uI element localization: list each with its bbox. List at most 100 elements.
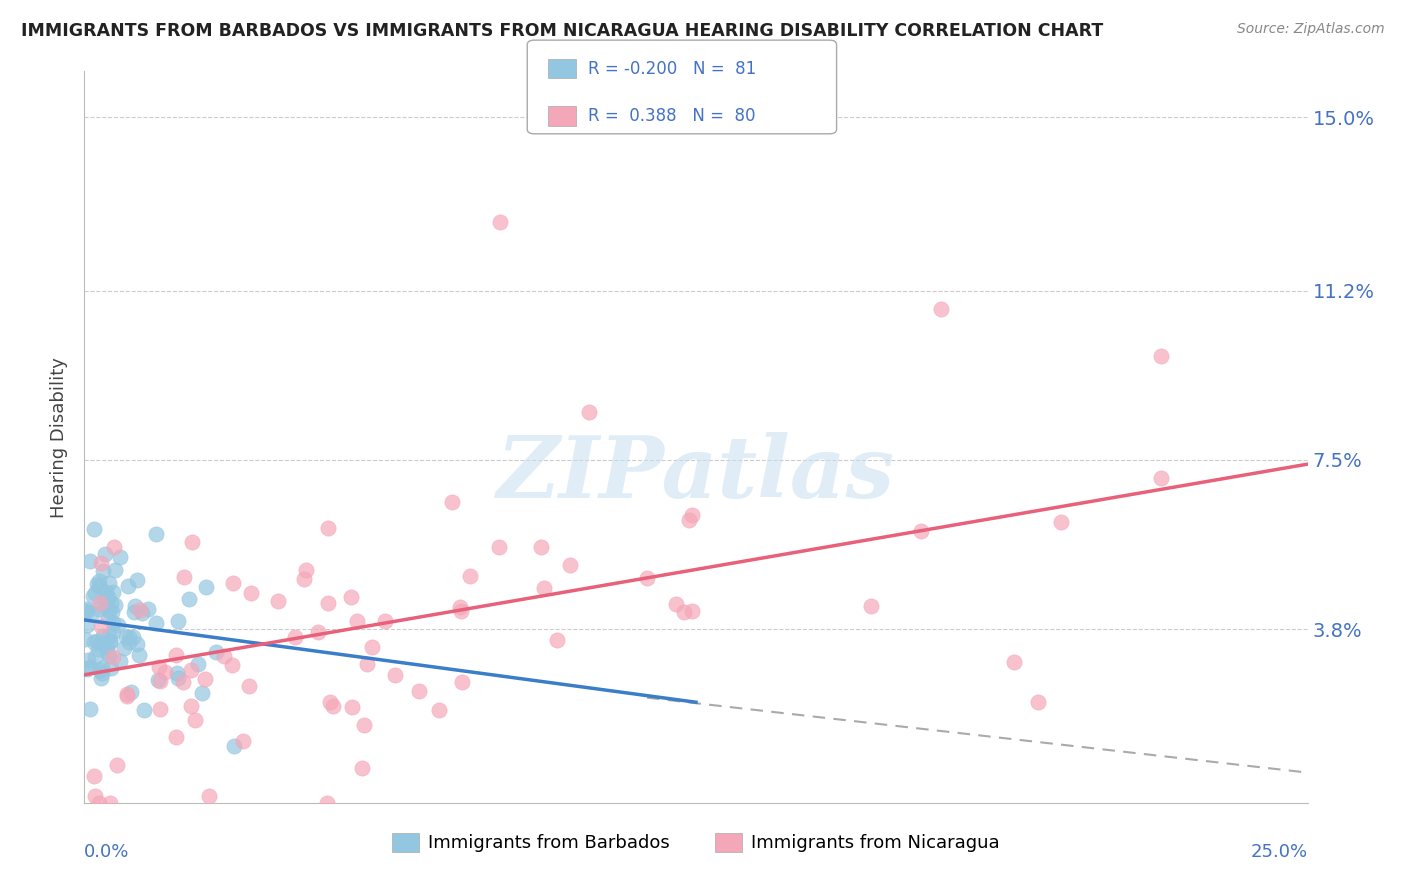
Point xyxy=(322,698,344,713)
Point xyxy=(665,597,688,611)
Point xyxy=(100,661,122,675)
Legend: Immigrants from Barbados, Immigrants from Nicaragua: Immigrants from Barbados, Immigrants fro… xyxy=(385,826,1007,860)
Point xyxy=(546,632,568,647)
Point xyxy=(145,616,167,631)
Point xyxy=(83,634,105,648)
Point xyxy=(90,556,112,570)
Point xyxy=(374,615,396,629)
Point xyxy=(165,730,187,744)
Point xyxy=(96,592,118,607)
Point xyxy=(167,671,190,685)
Point xyxy=(83,586,105,600)
Point xyxy=(94,585,117,599)
Point xyxy=(89,663,111,677)
Point xyxy=(558,558,581,573)
Point xyxy=(90,671,112,685)
Point xyxy=(489,215,512,229)
Point xyxy=(179,591,201,606)
Point xyxy=(681,604,703,618)
Point xyxy=(86,634,108,648)
Text: Source: ZipAtlas.com: Source: ZipAtlas.com xyxy=(1237,22,1385,37)
Point xyxy=(76,617,98,632)
Point xyxy=(107,617,129,632)
Point xyxy=(76,662,98,676)
Point xyxy=(458,569,481,583)
Point xyxy=(315,796,337,810)
Point xyxy=(110,549,132,564)
Point xyxy=(127,573,149,587)
Point xyxy=(118,635,141,649)
Point xyxy=(929,302,952,317)
Point xyxy=(427,703,450,717)
Point xyxy=(222,739,245,754)
Point xyxy=(97,646,120,660)
Point xyxy=(94,547,117,561)
Point xyxy=(222,576,245,591)
Text: 25.0%: 25.0% xyxy=(1250,843,1308,861)
Point xyxy=(180,535,202,549)
Point xyxy=(98,634,121,648)
Point xyxy=(353,718,375,732)
Point xyxy=(87,796,110,810)
Point xyxy=(90,635,112,649)
Point xyxy=(79,701,101,715)
Point xyxy=(180,698,202,713)
Point xyxy=(98,629,121,643)
Point xyxy=(97,590,120,604)
Point xyxy=(91,661,114,675)
Point xyxy=(166,666,188,681)
Point xyxy=(267,594,290,608)
Point xyxy=(90,619,112,633)
Text: 0.0%: 0.0% xyxy=(84,843,129,861)
Point xyxy=(127,637,149,651)
Point xyxy=(91,564,114,578)
Point xyxy=(173,570,195,584)
Point xyxy=(450,675,472,690)
Point xyxy=(94,599,117,613)
Point xyxy=(87,579,110,593)
Point xyxy=(212,648,235,663)
Point xyxy=(98,796,121,810)
Point xyxy=(910,524,932,538)
Point xyxy=(100,633,122,648)
Point xyxy=(316,597,339,611)
Point xyxy=(678,513,700,527)
Point xyxy=(194,672,217,686)
Point xyxy=(1150,349,1173,363)
Point xyxy=(136,602,159,616)
Point xyxy=(83,521,105,535)
Point xyxy=(295,563,318,577)
Point xyxy=(86,577,108,591)
Point xyxy=(449,599,471,614)
Point xyxy=(103,584,125,599)
Point xyxy=(98,604,121,618)
Point xyxy=(97,576,120,591)
Point xyxy=(384,668,406,682)
Point xyxy=(238,679,260,693)
Text: R =  0.388   N =  80: R = 0.388 N = 80 xyxy=(588,107,755,125)
Point xyxy=(94,640,117,654)
Point xyxy=(100,596,122,610)
Point xyxy=(117,579,139,593)
Point xyxy=(673,606,696,620)
Text: IMMIGRANTS FROM BARBADOS VS IMMIGRANTS FROM NICARAGUA HEARING DISABILITY CORRELA: IMMIGRANTS FROM BARBADOS VS IMMIGRANTS F… xyxy=(21,22,1104,40)
Point xyxy=(167,614,190,628)
Point xyxy=(232,734,254,748)
Point xyxy=(352,761,374,775)
Point xyxy=(131,606,153,620)
Point xyxy=(115,687,138,701)
Point xyxy=(488,540,510,554)
Point xyxy=(103,624,125,639)
Point xyxy=(97,649,120,664)
Point xyxy=(1028,695,1050,709)
Point xyxy=(340,700,363,714)
Point xyxy=(91,666,114,681)
Point xyxy=(76,602,98,616)
Point xyxy=(121,630,143,644)
Point xyxy=(636,571,658,585)
Point xyxy=(153,665,176,679)
Point xyxy=(360,640,382,654)
Point xyxy=(76,604,98,618)
Point xyxy=(104,563,127,577)
Point xyxy=(128,648,150,662)
